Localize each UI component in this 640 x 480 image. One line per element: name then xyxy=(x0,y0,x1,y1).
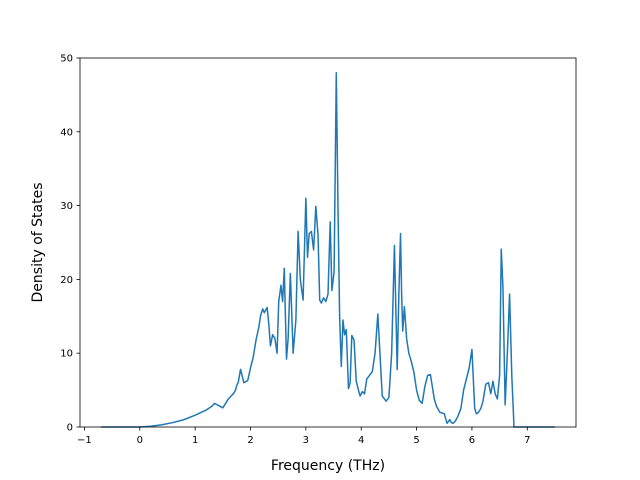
x-tick-label: 7 xyxy=(524,435,530,446)
plot-area xyxy=(79,57,577,428)
y-tick-label: 30 xyxy=(60,201,73,212)
x-axis-label: Frequency (THz) xyxy=(271,458,385,474)
y-tick-label: 50 xyxy=(60,54,73,65)
y-axis-label: Density of States xyxy=(30,183,46,303)
x-tick-label: 1 xyxy=(192,435,198,446)
x-tick-label: 3 xyxy=(303,435,309,446)
y-axis: 0 10 20 30 40 50 xyxy=(60,54,80,434)
x-tick-label: 5 xyxy=(413,435,419,446)
y-tick-label: 40 xyxy=(60,127,73,138)
x-tick-label: 2 xyxy=(247,435,253,446)
x-tick-label: 4 xyxy=(358,435,364,446)
y-tick-label: 20 xyxy=(60,275,73,286)
dos-curve xyxy=(101,72,555,428)
x-tick-label: 0 xyxy=(137,435,143,446)
x-tick-label: −1 xyxy=(77,435,92,446)
y-tick-label: 0 xyxy=(67,423,73,434)
x-axis: −1 0 1 2 3 4 5 6 7 xyxy=(77,427,530,446)
axes-frame xyxy=(79,57,577,428)
x-tick-label: 6 xyxy=(469,435,475,446)
y-tick-label: 10 xyxy=(60,349,73,360)
